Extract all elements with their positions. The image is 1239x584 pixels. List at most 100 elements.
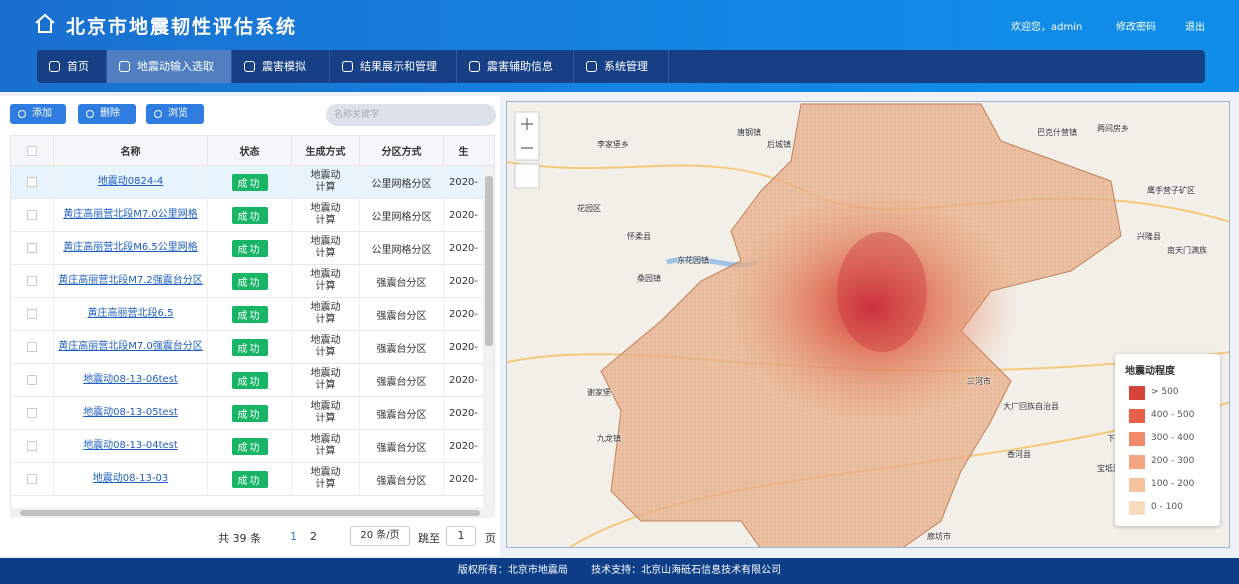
legend-title: 地震动程度 [1125,366,1175,377]
partition-method: 公里网格分区 [371,244,432,256]
table-cell: 成功 [207,364,291,397]
search-input[interactable]: 名称关键字 [326,104,496,126]
table-cell: 地震动计算 [291,166,359,199]
generation-method: 地震动计算 [310,236,341,259]
legend-label: 200 - 300 [1151,456,1195,466]
support: 技术支持：北京山海砥石信息技术有限公司 [591,565,782,576]
table-cell: 2020- [443,166,483,199]
row-name[interactable]: 地震动08-13-05test [83,407,178,418]
row-checkbox[interactable] [27,408,37,418]
nav-item[interactable]: 首页 [37,50,107,83]
nav-item[interactable]: 地震动输入选取 [107,50,232,83]
nav-item[interactable]: 结果展示和管理 [330,50,457,83]
legend-label: 300 - 400 [1151,433,1195,443]
nav-icon [119,61,130,72]
legend-swatch [1129,409,1145,423]
generation-method: 地震动计算 [310,269,341,292]
generation-method: 地震动计算 [310,467,341,490]
row-checkbox[interactable] [27,441,37,451]
status-tag: 成功 [231,272,268,290]
toolbar-button[interactable]: 浏览 [146,104,204,124]
row-checkbox[interactable] [27,243,37,253]
nav-bar: 首页 地震动输入选取 震害模拟 结果展示和管理 震害辅助信息 系统管理 [37,50,1205,83]
button-icon [154,110,162,118]
button-icon [86,110,94,118]
nav-item[interactable]: 系统管理 [574,50,669,83]
header-checkbox[interactable] [27,146,37,156]
zoom-control[interactable] [514,111,540,189]
page-number[interactable]: 2 [310,530,317,543]
row-name[interactable]: 地震动0824-4 [97,176,164,187]
table-cell: 2020- [443,331,483,364]
table-cell: 成功 [207,265,291,298]
generation-method: 地震动计算 [310,434,341,457]
row-name[interactable]: 黄庄高丽营北段M7.0强震台分区 [58,341,203,352]
row-name[interactable]: 黄庄高丽营北段M7.2强震台分区 [58,275,203,286]
nav-item[interactable]: 震害辅助信息 [457,50,574,83]
status-tag: 成功 [231,338,268,356]
table-cell: 地震动08-13-06test [53,364,207,397]
status-tag: 成功 [231,470,268,488]
legend: 地震动程度 > 500 400 - 500 300 - 400 200 - 300 100… [1115,354,1220,526]
table-cell: 地震动0824-4 [53,166,207,199]
logout[interactable]: 退出 [1185,22,1205,33]
partition-method: 强震台分区 [376,277,427,289]
row-name[interactable]: 地震动08-13-06test [83,374,178,385]
row-name[interactable]: 黄庄高丽营北段M7.0公里网格 [63,209,198,220]
table-cell: 成功 [207,232,291,265]
place-label: 后城镇 [767,140,791,149]
table-cell: 地震动08-13-03 [53,463,207,496]
legend-label: 400 - 500 [1151,410,1195,420]
toolbar-button[interactable]: 删除 [78,104,136,124]
generated-time: 2020- [448,209,479,221]
row-name[interactable]: 黄庄高丽营北段M6.5公里网格 [63,242,198,253]
place-label: 唐钢镇 [737,128,761,137]
generation-method: 地震动计算 [310,401,341,424]
copyright: 版权所有：北京市地震局 [457,565,568,576]
generated-time: 2020- [448,308,479,320]
place-labels: 唐钢镇 李家堡乡 后城镇 巴克什营镇 两间房乡 花园区 怀柔县 东花园镇 桑园镇 兴隆县 鹰手营子矿… [507,102,1229,547]
table: 名称 状态 生成方式 分区方式生地震动0824-4 成功 地震动计算 公里网格分区 2020-… [10,135,495,515]
table-cell: 黄庄高丽营北段M7.0公里网格 [53,199,207,232]
page-size[interactable]: 20 条/页 [350,526,410,546]
row-checkbox[interactable] [27,474,37,484]
page-number[interactable]: 1 [290,530,297,543]
table-cell: 地震动计算 [291,298,359,331]
generation-method: 地震动计算 [310,368,341,391]
row-checkbox[interactable] [27,177,37,187]
table-cell: 强震台分区 [359,331,443,364]
place-label: 宝坻区 [1097,464,1121,473]
legend-label: 0 - 100 [1151,502,1183,512]
row-name[interactable]: 地震动08-13-03 [92,473,169,484]
generated-time: 2020- [448,473,479,485]
row-checkbox[interactable] [27,342,37,352]
place-label: 东花园镇 [677,256,709,265]
row-name[interactable]: 黄庄高丽营北段6.5 [87,308,174,319]
total-count: 共 39 条 [218,532,261,545]
legend-swatch [1129,386,1145,400]
table-cell: 黄庄高丽营北段M7.2强震台分区 [53,265,207,298]
row-checkbox[interactable] [27,210,37,220]
table-cell: 成功 [207,166,291,199]
jump-input[interactable]: 1 [446,526,476,546]
place-label: 香河县 [1007,450,1031,459]
generation-method: 地震动计算 [310,302,341,325]
change-password[interactable]: 修改密码 [1116,22,1156,33]
table-cell: 强震台分区 [359,463,443,496]
status-tag: 成功 [231,371,268,389]
row-checkbox[interactable] [27,375,37,385]
column-header: 生成方式 [291,136,359,166]
h-scrollbar [10,508,495,518]
row-name[interactable]: 地震动08-13-04test [83,440,178,451]
place-label: 桑园镇 [637,274,661,283]
table-cell: 2020- [443,298,483,331]
map[interactable]: 唐钢镇 李家堡乡 后城镇 巴克什营镇 两间房乡 花园区 怀柔县 东花园镇 桑园镇 兴隆县 鹰手营子矿… [506,101,1230,548]
toolbar-button[interactable]: 添加 [10,104,66,124]
map-canvas [507,103,1229,547]
nav-icon [469,61,480,72]
nav-item[interactable]: 震害模拟 [232,50,330,83]
place-label: 谢家堡 [587,388,611,397]
column-header: 生 [443,136,483,166]
row-checkbox[interactable] [27,309,37,319]
row-checkbox[interactable] [27,276,37,286]
